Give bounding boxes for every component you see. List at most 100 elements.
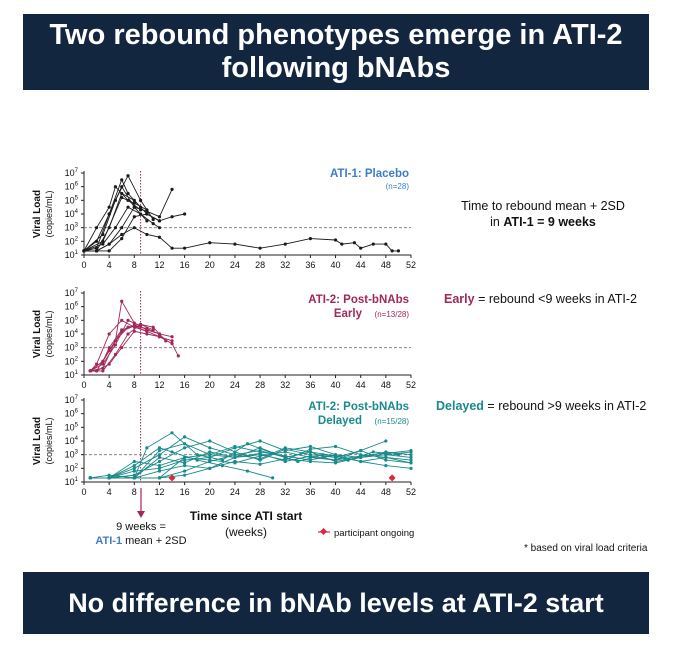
delayed-data-point <box>132 459 136 464</box>
placebo-x-tick-label: 48 <box>381 260 391 270</box>
early-data-point <box>94 362 99 366</box>
delayed-series-line <box>90 432 399 479</box>
early-data-point <box>101 369 105 373</box>
placebo-data-point <box>132 201 136 205</box>
delayed-data-point <box>157 466 162 470</box>
delayed-data-point <box>132 469 136 473</box>
early-x-tick-label: 20 <box>205 380 215 390</box>
placebo-data-point <box>340 242 344 246</box>
placebo-x-tick-label: 40 <box>331 260 341 270</box>
delayed-title-line-2: Delayed <box>318 415 362 427</box>
early-y-tick-label: 101 <box>65 370 79 380</box>
delayed-data-point <box>132 466 136 470</box>
placebo-y-tick-label: 101 <box>65 250 79 260</box>
delayed-data-point <box>258 454 262 458</box>
nine-week-arrowhead <box>137 511 145 518</box>
early-data-point <box>132 324 136 328</box>
early-data-point <box>126 318 130 322</box>
rebound-note-prefix: in <box>490 215 504 229</box>
early-y-tick-label: 105 <box>65 315 79 325</box>
delayed-data-point <box>183 455 187 459</box>
x-axis-unit: (weeks) <box>225 525 267 539</box>
placebo-data-point <box>170 187 174 191</box>
conclusion-banner: No difference in bNAb levels at ATI-2 st… <box>23 572 649 634</box>
delayed-data-point <box>195 453 199 457</box>
placebo-data-point <box>94 226 99 230</box>
delayed-x-tick-label: 24 <box>230 487 240 497</box>
early-y-tick-label: 106 <box>65 302 79 312</box>
delayed-x-tick-label: 40 <box>331 487 341 497</box>
placebo-data-point <box>283 242 287 246</box>
early-y-tick-label: 102 <box>65 356 79 366</box>
delayed-data-point <box>157 476 162 480</box>
delayed-data-point <box>157 469 162 473</box>
delayed-data-point <box>233 444 237 449</box>
delayed-data-point <box>208 439 212 443</box>
ongoing-marker <box>168 474 176 482</box>
delayed-data-point <box>258 451 262 455</box>
placebo-series-line <box>84 227 399 252</box>
delayed-y-tick-label: 105 <box>65 422 79 432</box>
delayed-data-point <box>233 453 237 457</box>
delayed-data-point <box>107 476 111 480</box>
delayed-data-point <box>208 450 212 454</box>
placebo-data-point <box>120 232 124 237</box>
placebo-data-point <box>138 205 143 209</box>
delayed-data-point <box>157 448 162 453</box>
delayed-data-point <box>170 450 174 454</box>
placebo-series-line <box>83 185 141 252</box>
delayed-data-point <box>208 458 212 462</box>
placebo-data-point <box>145 219 149 223</box>
delayed-data-point <box>271 476 275 480</box>
delayed-x-tick-label: 8 <box>132 487 137 497</box>
placebo-data-point <box>145 232 149 237</box>
delayed-data-point <box>258 446 262 450</box>
delayed-x-tick-label: 28 <box>255 487 265 497</box>
early-x-tick-label: 16 <box>180 380 190 390</box>
delayed-data-point <box>220 458 224 462</box>
delayed-data-point <box>183 461 187 465</box>
placebo-data-point <box>170 246 174 250</box>
placebo-data-point <box>120 237 124 241</box>
early-x-tick-label: 48 <box>381 380 391 390</box>
delayed-y-tick-label: 106 <box>65 409 79 419</box>
placebo-data-point <box>101 242 105 246</box>
early-data-point <box>157 335 162 339</box>
delayed-series-line <box>90 443 412 479</box>
delayed-y-axis-unit: (copies/mL) <box>44 417 54 464</box>
early-x-tick-label: 8 <box>132 380 137 390</box>
placebo-data-point <box>352 241 357 245</box>
early-y-tick-label: 104 <box>65 329 79 339</box>
placebo-data-point <box>132 226 136 230</box>
early-data-point <box>107 362 111 366</box>
placebo-data-point <box>145 208 149 212</box>
title-line-1: Two rebound phenotypes emerge in ATI-2 <box>49 19 623 51</box>
placebo-series-line <box>83 174 154 252</box>
early-n: (n=13/28) <box>375 310 410 319</box>
early-data-point <box>94 369 99 373</box>
delayed-data-point <box>384 453 388 457</box>
placebo-data-point <box>113 185 118 189</box>
placebo-x-tick-label: 28 <box>255 260 265 270</box>
placebo-data-point <box>107 242 111 246</box>
delayed-definition: Delayed = rebound >9 weeks in ATI-2 <box>436 399 646 413</box>
delayed-data-point <box>384 458 388 462</box>
early-data-point <box>113 343 118 347</box>
placebo-data-point <box>82 249 86 253</box>
placebo-data-point <box>107 205 111 209</box>
placebo-data-point <box>183 212 187 216</box>
delayed-data-point <box>245 469 250 473</box>
delayed-data-point <box>258 457 262 461</box>
early-y-axis-title: Viral Load <box>32 310 43 358</box>
delayed-x-tick-label: 32 <box>280 487 290 497</box>
placebo-data-point <box>390 249 394 253</box>
early-data-point <box>101 362 105 366</box>
early-data-point <box>138 324 143 328</box>
delayed-data-point <box>409 453 413 457</box>
rebound-note-line-2: in ATI-1 = 9 weeks <box>438 214 648 230</box>
delayed-data-point <box>88 476 92 480</box>
placebo-data-point <box>126 191 130 196</box>
delayed-data-point <box>233 459 237 464</box>
delayed-data-point <box>145 446 149 450</box>
